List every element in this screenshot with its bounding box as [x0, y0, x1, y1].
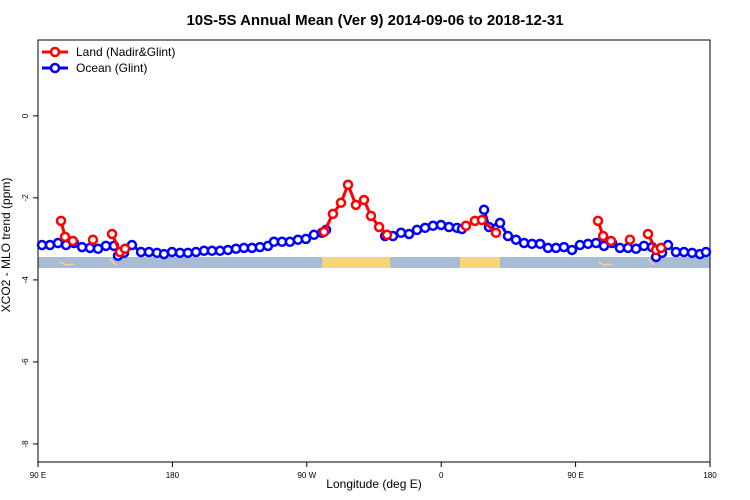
data-point [342, 179, 354, 191]
data-point [67, 235, 79, 247]
data-point [490, 227, 502, 239]
data-point [300, 233, 312, 245]
x-tick-label: 0 [439, 471, 444, 480]
data-point [308, 229, 320, 241]
x-tick-label: 90 E [567, 471, 583, 480]
data-point [502, 230, 514, 242]
x-tick-label: 90 E [30, 471, 46, 480]
legend-label: Land (Nadir&Glint) [76, 45, 175, 59]
data-point [268, 236, 280, 248]
map-strip [38, 257, 710, 268]
data-point [510, 234, 522, 245]
data-point [542, 242, 554, 254]
x-axis-label: Longitude (deg E) [326, 477, 421, 491]
y-tick-label: -8 [21, 440, 30, 448]
data-point [87, 234, 99, 245]
data-point [476, 214, 488, 226]
data-point [566, 244, 578, 256]
data-point [59, 231, 71, 243]
y-tick-label: 0 [21, 113, 30, 118]
data-point [403, 228, 415, 240]
data-point [700, 246, 712, 258]
data-point [655, 242, 667, 254]
data-point [206, 245, 218, 257]
data-point [622, 242, 634, 254]
data-point [534, 238, 546, 250]
data-point [52, 237, 64, 249]
data-point [358, 194, 370, 206]
data-point [55, 215, 67, 227]
x-tick-label: 180 [166, 471, 180, 480]
data-point [381, 229, 393, 241]
chart-title: 10S-5S Annual Mean (Ver 9) 2014-09-06 to… [186, 12, 563, 29]
data-point [254, 241, 266, 253]
data-point [84, 242, 96, 254]
series [55, 179, 667, 258]
data-point [558, 241, 570, 253]
data-point [443, 221, 455, 233]
data-point [373, 221, 385, 233]
data-point [427, 220, 439, 232]
data-point [526, 238, 538, 250]
y-tick-label: -4 [21, 276, 30, 284]
data-point [119, 243, 131, 254]
x-tick-label: 90 W [297, 471, 316, 480]
data-point [106, 228, 118, 240]
data-point [44, 239, 56, 251]
y-axis-label: XCO2 - MLO trend (ppm) [0, 178, 13, 313]
data-point [100, 240, 112, 252]
data-point [284, 236, 296, 248]
data-point [574, 239, 586, 251]
data-point [182, 247, 194, 259]
data-point [582, 238, 594, 250]
series [36, 204, 712, 263]
data-point [592, 215, 604, 227]
legend-marker [49, 62, 61, 74]
data-point [327, 208, 339, 220]
data-point [335, 197, 347, 209]
data-point [318, 226, 330, 238]
data-point [222, 244, 234, 256]
data-point [670, 246, 682, 258]
data-point [614, 242, 626, 254]
data-point [190, 246, 202, 258]
data-point [143, 246, 155, 258]
data-point [597, 230, 609, 242]
x-tick-label: 180 [703, 471, 717, 480]
y-tick-label: -6 [21, 358, 30, 366]
data-point [395, 227, 407, 239]
legend-marker [49, 46, 61, 58]
data-point [365, 210, 377, 222]
legend-label: Ocean (Glint) [76, 61, 147, 75]
data-point [678, 246, 690, 258]
data-point [238, 242, 250, 254]
data-point [642, 228, 654, 240]
data-point [166, 246, 178, 258]
data-point [350, 199, 362, 211]
data-point [624, 234, 636, 245]
data-point [638, 240, 650, 252]
data-point [605, 235, 617, 247]
data-point [494, 217, 506, 229]
data-point [460, 220, 472, 232]
data-point [411, 224, 423, 236]
data-point [478, 204, 490, 216]
data-point [686, 247, 698, 259]
y-tick-label: -2 [21, 194, 30, 202]
